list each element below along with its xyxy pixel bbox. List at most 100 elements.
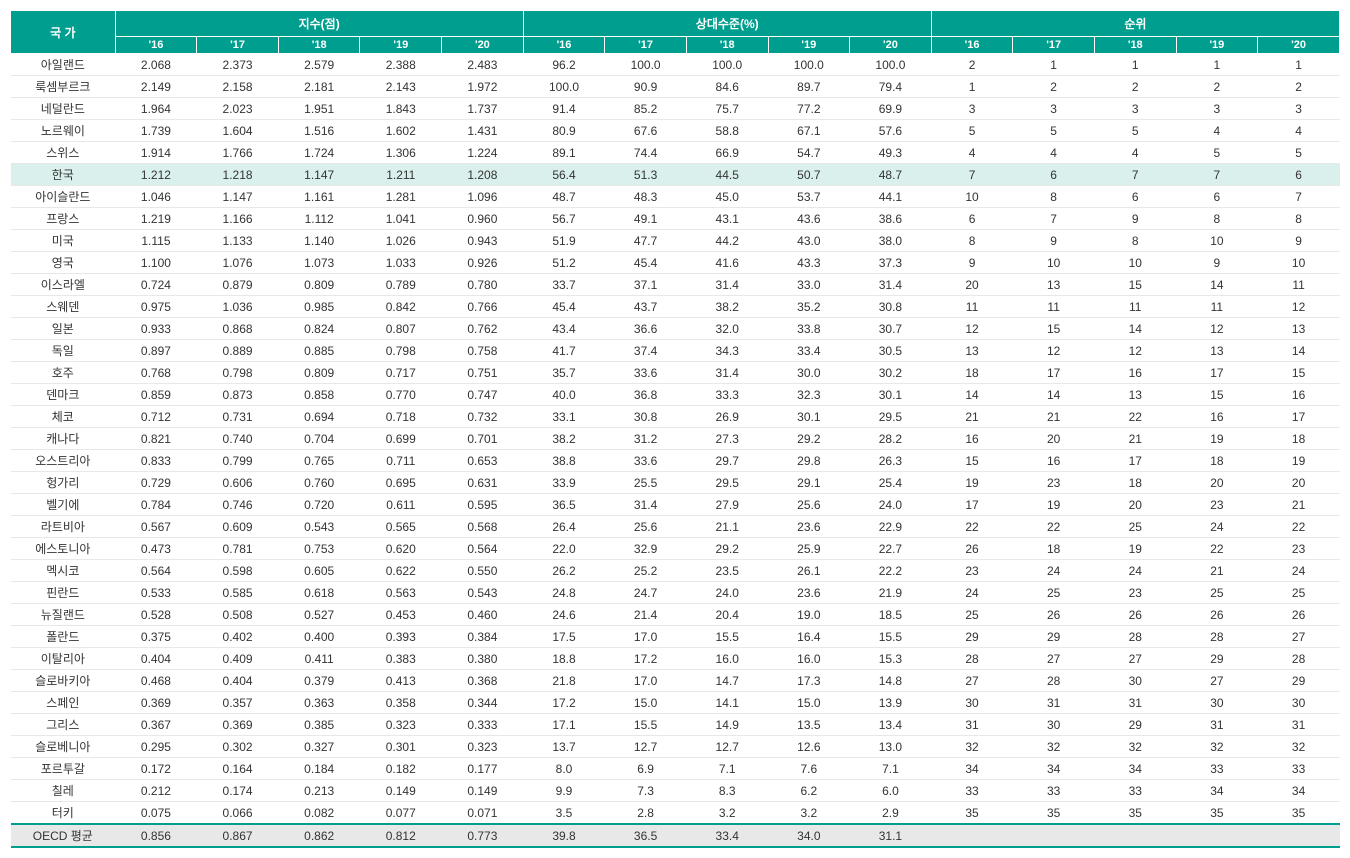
cell-value: 1.766 — [197, 142, 279, 164]
cell-value: 1.604 — [197, 120, 279, 142]
cell-value: 0.933 — [115, 318, 197, 340]
cell-value: 11 — [1258, 274, 1340, 296]
cell-value: 31 — [1258, 714, 1340, 736]
cell-value: 1.208 — [442, 164, 524, 186]
table-row: 일본0.9330.8680.8240.8070.76243.436.632.03… — [11, 318, 1340, 340]
cell-value: 31.4 — [686, 362, 768, 384]
cell-value: 26 — [1176, 604, 1258, 626]
cell-value: 13 — [931, 340, 1013, 362]
cell-value: 32.3 — [768, 384, 850, 406]
cell-value: 0.753 — [278, 538, 360, 560]
footer-value: 0.856 — [115, 824, 197, 847]
cell-value: 0.859 — [115, 384, 197, 406]
header-year: '17 — [197, 37, 279, 54]
cell-value: 0.631 — [442, 472, 524, 494]
cell-value: 26 — [1094, 604, 1176, 626]
cell-value: 2.023 — [197, 98, 279, 120]
cell-value: 0.468 — [115, 670, 197, 692]
cell-value: 0.071 — [442, 802, 524, 825]
cell-value: 33.6 — [605, 362, 687, 384]
cell-value: 21.1 — [686, 516, 768, 538]
cell-value: 29 — [1176, 648, 1258, 670]
cell-value: 100.0 — [850, 54, 932, 76]
cell-value: 54.7 — [768, 142, 850, 164]
cell-value: 27 — [931, 670, 1013, 692]
cell-value: 34 — [931, 758, 1013, 780]
cell-value: 43.7 — [605, 296, 687, 318]
cell-value: 33.8 — [768, 318, 850, 340]
header-year: '18 — [1094, 37, 1176, 54]
cell-value: 0.302 — [197, 736, 279, 758]
cell-value: 21 — [1013, 406, 1095, 428]
cell-value: 24 — [1094, 560, 1176, 582]
cell-value: 7.1 — [850, 758, 932, 780]
cell-value: 2 — [1094, 76, 1176, 98]
table-row: 에스토니아0.4730.7810.7530.6200.56422.032.929… — [11, 538, 1340, 560]
cell-value: 0.565 — [360, 516, 442, 538]
cell-value: 38.2 — [686, 296, 768, 318]
cell-value: 0.960 — [442, 208, 524, 230]
cell-value: 5 — [1258, 142, 1340, 164]
cell-value: 22 — [1258, 516, 1340, 538]
table-row: 독일0.8970.8890.8850.7980.75841.737.434.33… — [11, 340, 1340, 362]
cell-country: 이탈리아 — [11, 648, 116, 670]
cell-value: 27 — [1258, 626, 1340, 648]
footer-value: 0.862 — [278, 824, 360, 847]
cell-value: 7 — [1094, 164, 1176, 186]
cell-value: 12 — [1013, 340, 1095, 362]
cell-value: 0.358 — [360, 692, 442, 714]
cell-value: 53.7 — [768, 186, 850, 208]
header-year: '20 — [442, 37, 524, 54]
cell-value: 0.858 — [278, 384, 360, 406]
cell-value: 23 — [1258, 538, 1340, 560]
cell-value: 15.5 — [850, 626, 932, 648]
cell-value: 24 — [1258, 560, 1340, 582]
cell-value: 10 — [1094, 252, 1176, 274]
cell-value: 1.211 — [360, 164, 442, 186]
cell-value: 1.281 — [360, 186, 442, 208]
cell-value: 6.2 — [768, 780, 850, 802]
cell-value: 32 — [1013, 736, 1095, 758]
cell-value: 14.7 — [686, 670, 768, 692]
footer-value: 36.5 — [605, 824, 687, 847]
cell-value: 25.6 — [768, 494, 850, 516]
cell-value: 22.2 — [850, 560, 932, 582]
header-year: '17 — [1013, 37, 1095, 54]
cell-value: 26 — [1013, 604, 1095, 626]
cell-value: 77.2 — [768, 98, 850, 120]
cell-value: 12 — [1258, 296, 1340, 318]
cell-value: 19 — [1013, 494, 1095, 516]
cell-value: 21 — [1176, 560, 1258, 582]
cell-value: 19.0 — [768, 604, 850, 626]
cell-value: 0.798 — [360, 340, 442, 362]
cell-value: 11 — [1094, 296, 1176, 318]
cell-value: 13 — [1176, 340, 1258, 362]
cell-value: 1.147 — [278, 164, 360, 186]
cell-value: 5 — [1176, 142, 1258, 164]
cell-value: 16 — [1013, 450, 1095, 472]
cell-value: 1.224 — [442, 142, 524, 164]
cell-value: 31 — [1094, 692, 1176, 714]
table-body: 아일랜드2.0682.3732.5792.3882.48396.2100.010… — [11, 54, 1340, 848]
cell-country: 에스토니아 — [11, 538, 116, 560]
cell-value: 44.1 — [850, 186, 932, 208]
cell-value: 25.5 — [605, 472, 687, 494]
cell-value: 13.9 — [850, 692, 932, 714]
table-row: 오스트리아0.8330.7990.7650.7110.65338.833.629… — [11, 450, 1340, 472]
cell-value: 0.413 — [360, 670, 442, 692]
header-year: '19 — [1176, 37, 1258, 54]
cell-country: 노르웨이 — [11, 120, 116, 142]
cell-value: 17.0 — [605, 626, 687, 648]
cell-value: 33.0 — [768, 274, 850, 296]
cell-value: 28 — [931, 648, 1013, 670]
table-row: 멕시코0.5640.5980.6050.6220.55026.225.223.5… — [11, 560, 1340, 582]
cell-value: 11 — [1176, 296, 1258, 318]
cell-value: 21 — [1094, 428, 1176, 450]
cell-value: 22.0 — [523, 538, 605, 560]
cell-value: 3.2 — [686, 802, 768, 825]
cell-value: 1.147 — [197, 186, 279, 208]
cell-value: 35.7 — [523, 362, 605, 384]
cell-value: 21.8 — [523, 670, 605, 692]
cell-value: 0.357 — [197, 692, 279, 714]
header-years-row: '16'17'18'19'20'16'17'18'19'20'16'17'18'… — [11, 37, 1340, 54]
